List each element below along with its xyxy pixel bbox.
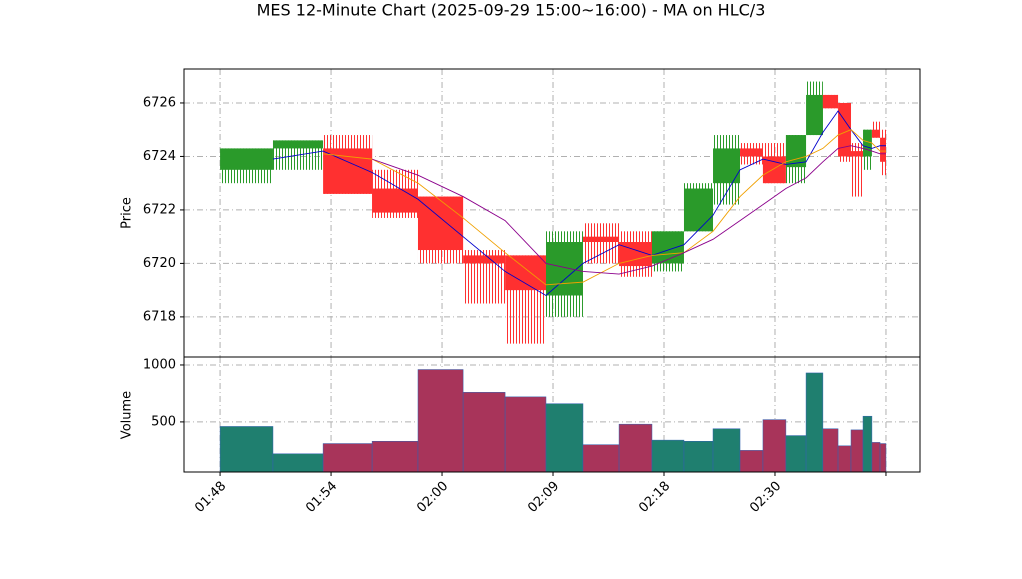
- y-tick-label: 6722: [143, 202, 176, 217]
- volume-bar: [219, 426, 274, 473]
- y-axis-label: Price: [120, 197, 135, 229]
- ma-line: [323, 129, 886, 286]
- candle-body: [683, 188, 714, 232]
- volume-bar: [651, 439, 685, 473]
- candle-body: [372, 188, 418, 213]
- volume-bar: [462, 392, 506, 473]
- y-tick-label: 6718: [143, 309, 176, 324]
- y-tick-label: 6720: [143, 256, 176, 271]
- candle-body: [806, 94, 823, 136]
- volume-bar: [504, 396, 547, 473]
- y-tick-label: 6726: [143, 95, 176, 110]
- volume-bar: [805, 372, 824, 473]
- candle-body: [505, 255, 546, 291]
- candle-body: [785, 135, 807, 168]
- ma-line: [371, 145, 886, 275]
- candle-body: [880, 137, 886, 162]
- volume-bar: [582, 444, 620, 473]
- candle-body: [651, 231, 684, 264]
- candle-wick: [851, 143, 864, 197]
- volume-bar: [837, 445, 852, 473]
- candle-body: [272, 140, 324, 149]
- volume-bar: [712, 428, 741, 473]
- volume-bar: [871, 442, 881, 473]
- volume-bar: [850, 429, 864, 473]
- candle-body: [220, 148, 273, 170]
- ma-line: [272, 110, 886, 297]
- volume-bar: [822, 428, 839, 473]
- volume-bar: [739, 450, 764, 473]
- candle-body: [822, 94, 839, 109]
- volume-bar: [879, 443, 887, 473]
- volume-frame: [183, 356, 921, 473]
- candle-body: [713, 148, 741, 184]
- chart-title: MES 12-Minute Chart (2025-09-29 15:00~16…: [257, 1, 766, 20]
- candle-body: [740, 148, 763, 157]
- candle-body: [762, 156, 786, 184]
- volume-bar: [618, 423, 653, 473]
- candle-body: [582, 236, 620, 243]
- candle-body: [851, 151, 864, 157]
- y-tick-label: 500: [151, 414, 176, 429]
- volume-bar: [545, 403, 584, 473]
- volume-bar: [417, 369, 464, 473]
- volume-bar: [785, 435, 807, 473]
- volume-axis-label: Volume: [120, 391, 135, 439]
- volume-bar: [322, 443, 373, 473]
- volume-bar: [683, 441, 714, 473]
- candle-wick: [582, 223, 620, 264]
- y-tick-label: 6724: [143, 149, 176, 164]
- volume-bar: [762, 419, 787, 473]
- candle-body: [323, 148, 373, 194]
- volume-bar: [272, 453, 324, 473]
- candle-body: [863, 129, 872, 157]
- volume-bar: [862, 415, 873, 473]
- y-tick-label: 1000: [143, 357, 176, 372]
- volume-bar: [371, 441, 419, 473]
- candle-body: [871, 129, 881, 138]
- candle-body: [463, 255, 506, 264]
